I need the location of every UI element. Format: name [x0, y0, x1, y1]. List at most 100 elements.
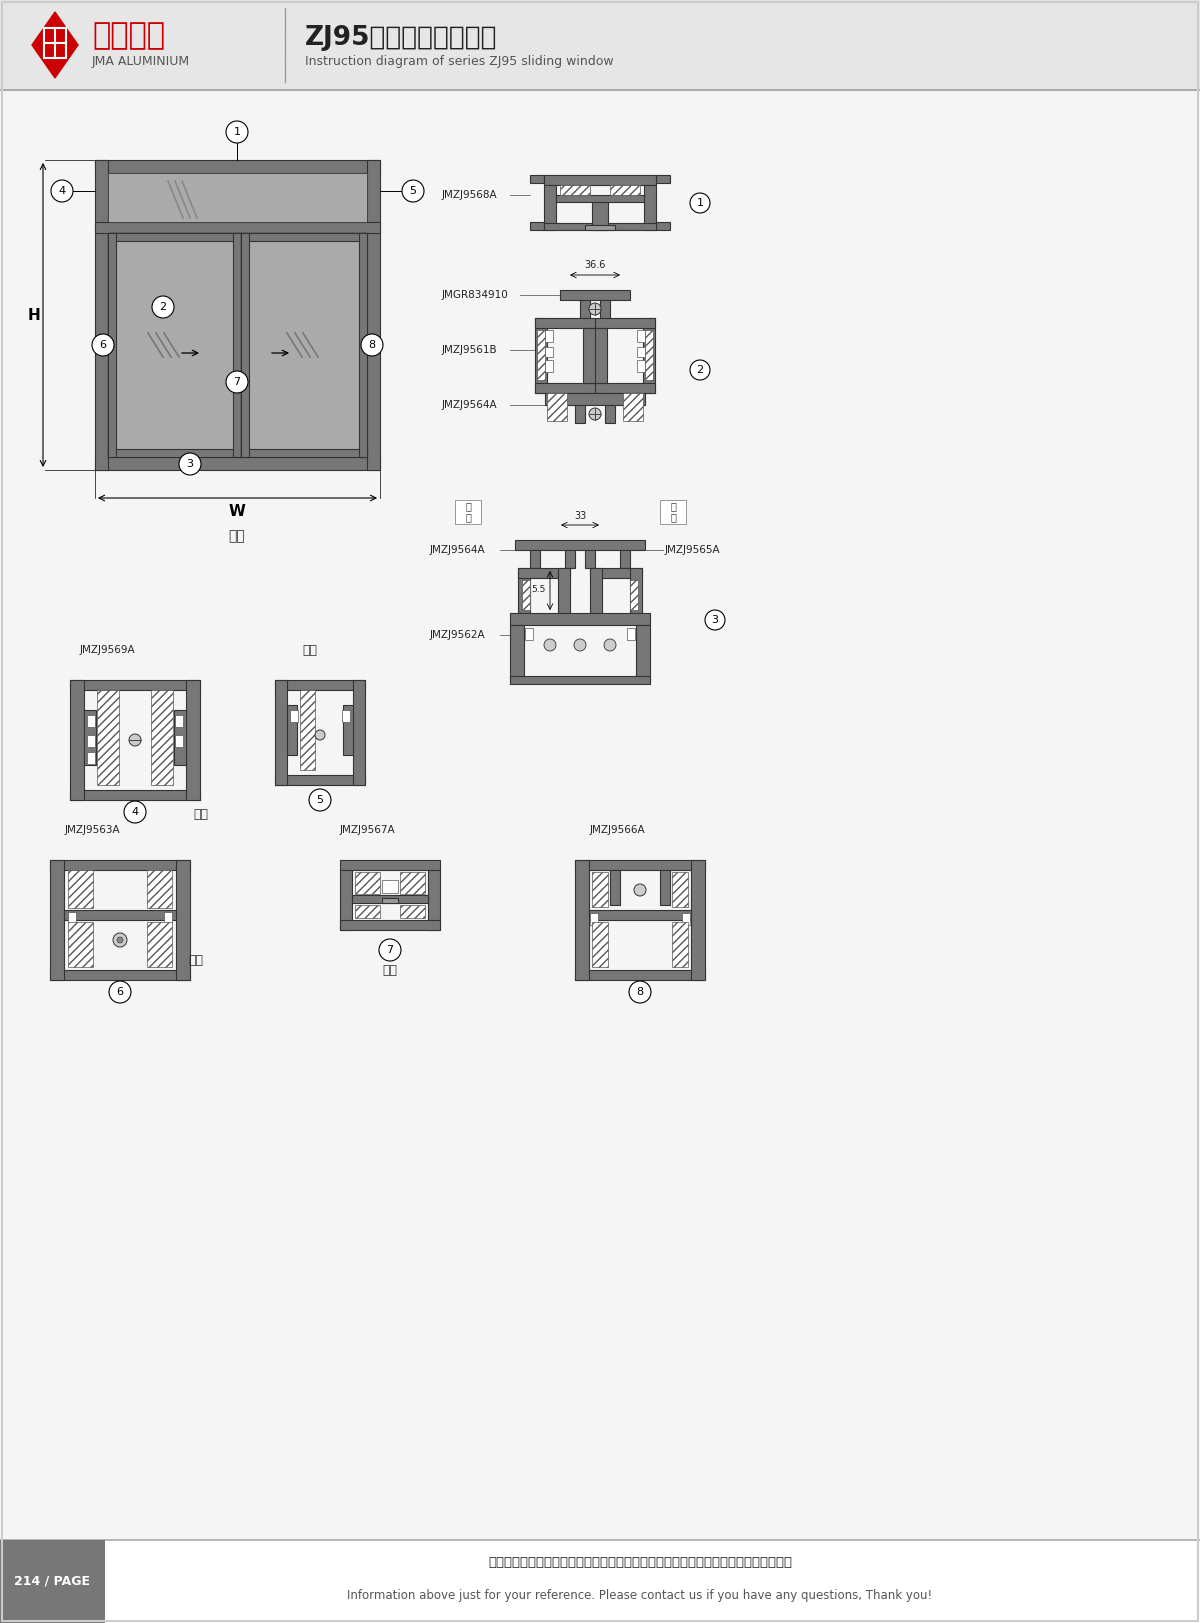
Bar [565, 550, 575, 568]
Text: 6: 6 [100, 339, 107, 351]
Bar [646, 329, 653, 380]
Circle shape [544, 639, 556, 651]
Text: 室
内: 室 内 [466, 502, 470, 523]
Bar [518, 568, 570, 578]
Bar [68, 870, 94, 907]
Bar [575, 406, 586, 424]
Bar [682, 914, 690, 925]
Text: JMZJ9562A: JMZJ9562A [430, 630, 486, 639]
Bar [522, 579, 530, 610]
Bar [300, 690, 314, 769]
Text: 5: 5 [317, 795, 324, 805]
Bar [636, 625, 650, 680]
Text: 36.6: 36.6 [584, 260, 606, 269]
Circle shape [118, 936, 124, 943]
Bar [95, 161, 108, 471]
Bar [672, 872, 688, 907]
Circle shape [109, 980, 131, 1003]
Bar [70, 680, 84, 800]
Text: 4: 4 [59, 187, 66, 196]
Bar [340, 920, 440, 930]
Circle shape [379, 940, 401, 961]
Bar [538, 329, 545, 380]
Bar [50, 971, 190, 980]
Bar [610, 185, 640, 195]
Text: 7: 7 [386, 945, 394, 954]
Bar [241, 234, 367, 240]
Bar [64, 911, 176, 920]
Text: 33: 33 [574, 511, 586, 521]
Bar [275, 680, 287, 786]
Circle shape [690, 193, 710, 213]
Text: JMZJ9561B: JMZJ9561B [442, 346, 498, 355]
Bar [592, 922, 608, 967]
Bar [545, 329, 553, 342]
Circle shape [310, 789, 331, 812]
Text: 8: 8 [368, 339, 376, 351]
Bar [545, 360, 553, 372]
Bar [575, 860, 589, 980]
Bar [275, 776, 365, 786]
Text: JMA ALUMINIUM: JMA ALUMINIUM [92, 55, 190, 68]
Circle shape [690, 360, 710, 380]
Text: JMZJ9564A: JMZJ9564A [430, 545, 486, 555]
Circle shape [124, 802, 146, 823]
Text: 室外: 室外 [383, 964, 397, 977]
Bar [340, 860, 440, 870]
Bar [580, 300, 590, 318]
Text: 室
外: 室 外 [670, 502, 676, 523]
Bar [400, 872, 425, 894]
Text: W: W [228, 505, 246, 519]
Text: 5: 5 [409, 187, 416, 196]
Text: Information above just for your reference. Please contact us if you have any que: Information above just for your referenc… [348, 1589, 932, 1602]
Bar [0, 1540, 1200, 1623]
Bar [535, 318, 595, 328]
Bar [68, 912, 76, 923]
Bar [95, 458, 380, 471]
Text: 室内: 室内 [229, 529, 245, 544]
Bar [518, 568, 530, 613]
Circle shape [226, 372, 248, 393]
Bar [515, 540, 646, 550]
Text: H: H [28, 307, 41, 323]
Bar [275, 680, 365, 690]
Bar [586, 226, 616, 230]
Bar [656, 222, 670, 230]
Bar [367, 161, 380, 471]
Bar [595, 383, 655, 393]
Text: JMZJ9563A: JMZJ9563A [65, 824, 121, 834]
Text: 4: 4 [132, 807, 138, 816]
Bar [151, 690, 173, 786]
Bar [108, 234, 241, 458]
Bar [108, 234, 241, 240]
Circle shape [152, 295, 174, 318]
Circle shape [629, 980, 650, 1003]
Bar [544, 175, 656, 185]
Bar [428, 870, 440, 930]
Circle shape [604, 639, 616, 651]
Bar [586, 550, 595, 568]
Bar [70, 790, 200, 800]
Text: 室外: 室外 [193, 808, 208, 821]
Text: 1: 1 [696, 198, 703, 208]
Text: JMZJ9567A: JMZJ9567A [340, 824, 396, 834]
Bar [535, 318, 547, 393]
Bar [590, 568, 642, 578]
Text: 2: 2 [696, 365, 703, 375]
Bar [544, 185, 556, 230]
Bar [0, 0, 1200, 89]
Bar [176, 860, 190, 980]
Bar [643, 318, 655, 393]
Text: JMZJ9565A: JMZJ9565A [665, 545, 721, 555]
Bar [592, 201, 608, 230]
Text: 坚美铝业: 坚美铝业 [92, 21, 166, 50]
Text: JMZJ9568A: JMZJ9568A [442, 190, 498, 200]
Bar [660, 500, 686, 524]
Bar [342, 709, 350, 722]
Bar [44, 28, 66, 58]
Bar [530, 222, 544, 230]
Bar [558, 568, 570, 613]
Bar [592, 872, 608, 907]
Bar [526, 628, 533, 639]
Bar [637, 360, 646, 372]
